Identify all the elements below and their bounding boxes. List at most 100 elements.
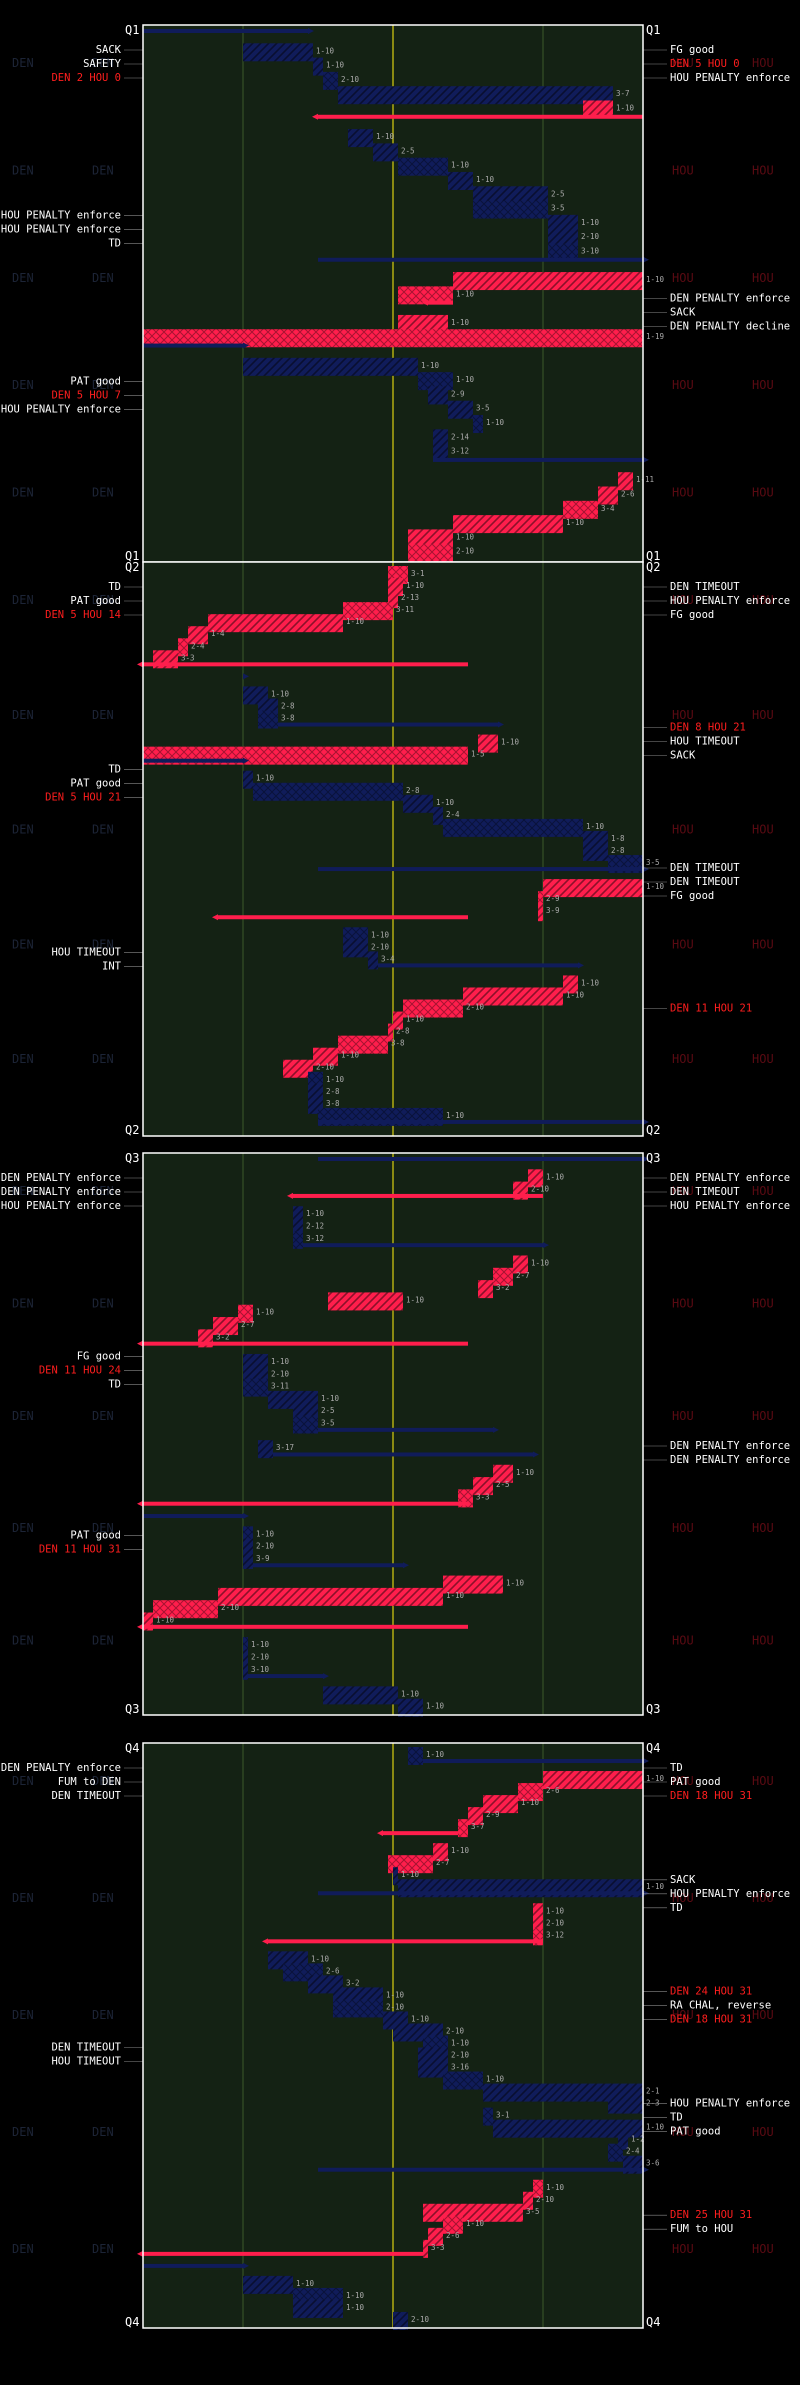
team-watermark-left: DEN — [12, 1052, 34, 1066]
team-watermark-left: DEN — [12, 486, 34, 500]
event-label: TD — [108, 581, 121, 593]
play-bar — [493, 2119, 643, 2138]
team-watermark-right: HOU — [752, 1634, 774, 1648]
down-label: 1-10 — [411, 2014, 430, 2023]
team-watermark-right: HOU — [752, 823, 774, 837]
team-watermark-right: HOU — [752, 1296, 774, 1310]
event-label: HOU TIMEOUT — [670, 736, 740, 748]
play-bar — [243, 43, 313, 62]
team-watermark-right: HOU — [752, 708, 774, 722]
play-bar — [543, 1771, 643, 1790]
down-label: 1-10 — [426, 1750, 445, 1759]
event-label: DEN PENALTY enforce — [1, 1762, 121, 1774]
kick-bar — [318, 1119, 643, 1124]
down-label: 3-11 — [271, 1382, 289, 1391]
down-label: 3-9 — [546, 906, 560, 915]
kick-arrow — [422, 299, 428, 306]
play-bar — [293, 1230, 303, 1249]
play-bar — [408, 529, 453, 548]
down-label: 3-11 — [396, 605, 414, 614]
event-label: DEN 2 HOU 0 — [51, 72, 121, 84]
play-bar — [483, 1795, 518, 1814]
down-label: 1-10 — [516, 1468, 535, 1477]
down-label: 2-8 — [611, 846, 625, 855]
down-label: 1-10 — [486, 2075, 505, 2084]
down-label: 2-10 — [341, 75, 360, 84]
quarter-q2: DEN DEN HOU HOU DEN DEN HOU HOU DEN DEN HOU HOU DEN D… — [12, 560, 790, 1137]
quarter-label: Q3 — [646, 1151, 660, 1165]
quarter-border — [142, 1742, 644, 2329]
kick-arrow — [137, 661, 143, 668]
down-label: 2-5 — [496, 1480, 510, 1489]
kick-arrow — [403, 1562, 409, 1569]
play-bar — [463, 987, 563, 1006]
down-label: 2-10 — [446, 2026, 465, 2035]
event-label: SACK — [670, 750, 696, 762]
down-label: 1-10 — [251, 1640, 270, 1649]
play-bar — [428, 2227, 443, 2246]
play-bar — [143, 329, 643, 348]
event-label: HOU PENALTY enforce — [1, 403, 121, 415]
down-label: 1-10 — [451, 2039, 470, 2048]
play-bar — [333, 1999, 383, 2018]
down-label: 1-10 — [566, 990, 585, 999]
event-label: FUM to DEN — [58, 1776, 121, 1788]
kick-bar — [143, 343, 243, 348]
play-bar — [393, 1011, 403, 1030]
down-label: 3-5 — [646, 858, 660, 867]
down-label: 1-2 — [631, 2135, 645, 2144]
play-bar — [243, 1378, 268, 1397]
team-watermark-right: HOU — [752, 937, 774, 951]
kick-bar — [318, 114, 643, 119]
event-label: TD — [108, 764, 121, 776]
play-bar — [483, 2083, 643, 2102]
event-label: PAT good — [70, 595, 121, 607]
down-label: 1-10 — [386, 1990, 405, 1999]
down-label: 1-10 — [546, 1906, 565, 1915]
down-label: 1-10 — [476, 175, 495, 184]
down-label: 1-10 — [456, 289, 475, 298]
down-label: 3-2 — [216, 1332, 230, 1341]
down-label: 3-16 — [451, 2063, 470, 2072]
kick-arrow — [212, 914, 218, 921]
event-label: FG good — [670, 890, 714, 902]
kick-arrow — [643, 1156, 649, 1162]
event-label: FG good — [77, 1351, 121, 1363]
down-label: 1-10 — [506, 1579, 525, 1588]
down-label: 1-10 — [316, 46, 335, 55]
down-label: 2-8 — [396, 1027, 410, 1036]
event-label: DEN 11 HOU 21 — [670, 1003, 752, 1015]
play-bar — [338, 86, 613, 105]
team-watermark-left: DEN — [92, 1774, 114, 1788]
down-label: 1-10 — [581, 218, 600, 227]
team-watermark-right: HOU — [752, 486, 774, 500]
down-label: 2-10 — [221, 1603, 240, 1612]
down-label: 2-7 — [241, 1320, 255, 1329]
play-bar — [243, 1526, 253, 1545]
play-bar — [528, 1169, 543, 1188]
play-bar — [388, 1855, 433, 1874]
play-bar — [388, 590, 398, 609]
play-bar — [443, 2215, 463, 2234]
play-bar — [618, 2131, 628, 2150]
kick-arrow — [533, 1451, 539, 1458]
down-label: 1-10 — [346, 2303, 365, 2312]
play-bar — [393, 1867, 398, 1886]
down-label: 1-10 — [446, 1111, 465, 1120]
team-watermark-right: HOU — [672, 1891, 694, 1905]
quarter-label: Q2 — [646, 1123, 660, 1137]
down-label: 2-5 — [551, 189, 565, 198]
kick-bar — [143, 758, 243, 763]
down-label: 1-10 — [156, 1616, 175, 1625]
team-watermark-left: DEN — [92, 378, 114, 392]
play-bar — [388, 1023, 393, 1042]
team-watermark-right: HOU — [672, 1634, 694, 1648]
team-watermark-right: HOU — [752, 2125, 774, 2139]
team-watermark-left: DEN — [92, 163, 114, 177]
kick-bar — [433, 457, 643, 462]
down-label: 3-10 — [251, 1665, 270, 1674]
kick-arrow — [137, 1623, 143, 1630]
play-bar — [513, 1255, 528, 1274]
event-label: DEN TIMEOUT — [670, 862, 740, 874]
team-watermark-left: DEN — [12, 1891, 34, 1905]
